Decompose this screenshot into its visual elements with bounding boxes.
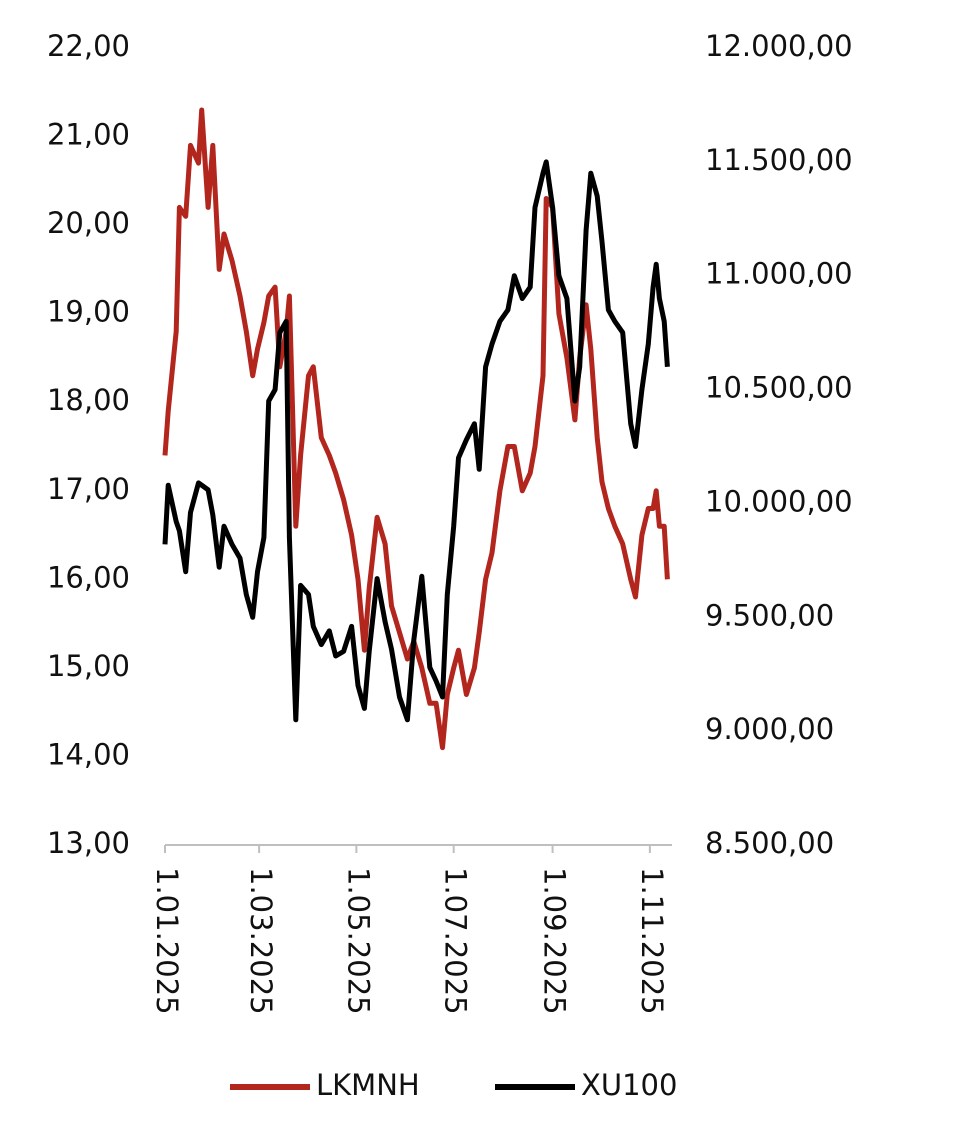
y-tick-label: 18,00 xyxy=(47,383,130,417)
y-tick-label: 20,00 xyxy=(47,206,130,240)
y2-tick-label: 9.000,00 xyxy=(705,712,834,746)
y-tick-label: 16,00 xyxy=(47,560,130,594)
series-line xyxy=(162,159,670,723)
series-line xyxy=(162,107,670,751)
x-tick-label: 1.01.2025 xyxy=(150,867,184,1015)
x-tick-label: 1.11.2025 xyxy=(635,867,669,1015)
x-tick-label: 1.05.2025 xyxy=(341,867,375,1015)
y2-tick-label: 11.500,00 xyxy=(705,143,853,177)
y2-tick-label: 11.000,00 xyxy=(705,257,853,291)
x-tick-label: 1.03.2025 xyxy=(244,867,278,1015)
y-tick-label: 22,00 xyxy=(47,29,130,63)
y2-tick-label: 10.000,00 xyxy=(705,484,853,518)
y2-tick-label: 9.500,00 xyxy=(705,598,834,632)
x-tick-label: 1.07.2025 xyxy=(439,867,473,1015)
legend-label: XU100 xyxy=(581,1068,677,1102)
y2-tick-label: 12.000,00 xyxy=(705,29,853,63)
y-tick-label: 17,00 xyxy=(47,472,130,506)
y-tick-label: 13,00 xyxy=(47,826,130,860)
y-tick-label: 14,00 xyxy=(47,737,130,771)
y-tick-label: 21,00 xyxy=(47,118,130,152)
y-tick-label: 15,00 xyxy=(47,649,130,683)
legend-label: LKMNH xyxy=(316,1068,420,1102)
x-tick-label: 1.09.2025 xyxy=(538,867,572,1015)
y2-tick-label: 8.500,00 xyxy=(705,826,834,860)
y-tick-label: 19,00 xyxy=(47,295,130,329)
y2-tick-label: 10.500,00 xyxy=(705,371,853,405)
